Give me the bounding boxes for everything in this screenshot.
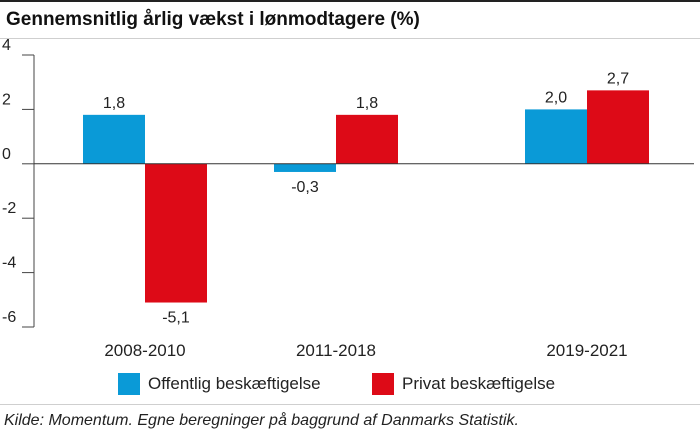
legend-label-offentlig: Offentlig beskæftigelse — [148, 374, 321, 393]
legend: Offentlig beskæftigelse Privat beskæftig… — [0, 372, 700, 396]
source-note: Kilde: Momentum. Egne beregninger på bag… — [4, 412, 519, 429]
data-label-privat-1: 1,8 — [356, 95, 378, 112]
legend-swatch-privat — [372, 373, 394, 395]
y-tick-label-3: -2 — [2, 200, 16, 217]
y-tick-label-2: 0 — [2, 146, 11, 163]
data-label-privat-2: 2,7 — [607, 70, 629, 87]
y-tick-label-1: 2 — [2, 91, 11, 108]
bar-privat-2 — [587, 90, 649, 164]
legend-label-privat: Privat beskæftigelse — [402, 374, 556, 393]
title-divider — [0, 38, 700, 39]
chart-title: Gennemsnitlig årlig vækst i lønmodtagere… — [6, 9, 420, 30]
data-label-offentlig-1: -0,3 — [291, 179, 319, 196]
bar-offentlig-1 — [274, 163, 336, 172]
top-rule — [0, 0, 700, 2]
x-category-label-1: 2011-2018 — [296, 341, 376, 360]
x-category-label-2: 2019-2021 — [546, 341, 627, 360]
legend-item-offentlig: Offentlig beskæftigelse — [118, 372, 321, 396]
data-label-offentlig-2: 2,0 — [545, 89, 567, 106]
legend-swatch-offentlig — [118, 373, 140, 395]
x-category-label-0: 2008-2010 — [104, 341, 185, 360]
bar-offentlig-2 — [525, 109, 587, 164]
y-tick-label-0: 4 — [2, 37, 11, 54]
bottom-divider — [0, 404, 700, 405]
y-tick-label-4: -4 — [2, 255, 16, 272]
bar-privat-0 — [145, 163, 207, 303]
bar-privat-1 — [336, 114, 398, 164]
bar-offentlig-0 — [83, 114, 145, 164]
data-label-offentlig-0: 1,8 — [103, 95, 125, 112]
legend-item-privat: Privat beskæftigelse — [372, 372, 555, 396]
bar-chart: 4 2 0 -2 -4 -6 1,8 -0,3 2,0 -5,1 1,8 2,7 2008-2010 20… — [2, 37, 694, 360]
data-label-privat-0: -5,1 — [162, 310, 190, 327]
y-tick-label-5: -6 — [2, 309, 16, 326]
